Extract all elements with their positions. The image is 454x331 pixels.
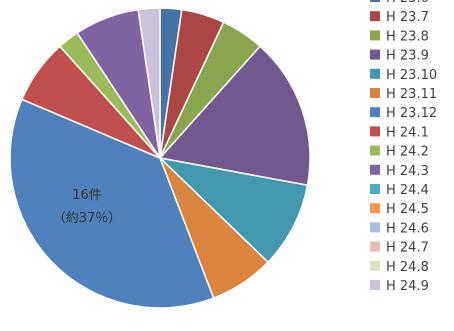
- legend-swatch-1: [370, 11, 380, 22]
- legend-item-14: H 24.8: [370, 260, 429, 275]
- legend-swatch-0: [370, 0, 380, 2]
- legend-label-15: H 24.9: [386, 279, 429, 294]
- legend-label-8: H 24.2: [386, 145, 429, 160]
- legend-label-4: H 23.10: [386, 68, 437, 83]
- legend-swatch-3: [370, 49, 380, 60]
- legend-label-11: H 24.5: [386, 202, 429, 217]
- legend: H 23.6 H 23.7 H 23.8 H 23.9 H 23.10 H 23.11 H …: [370, 0, 437, 294]
- legend-item-8: H 24.2: [370, 145, 429, 160]
- legend-label-2: H 23.8: [386, 29, 429, 44]
- legend-swatch-11: [370, 203, 380, 214]
- legend-swatch-12: [370, 222, 380, 233]
- legend-label-13: H 24.7: [386, 241, 429, 256]
- legend-swatch-8: [370, 145, 380, 156]
- legend-item-0: H 23.6: [370, 0, 429, 6]
- legend-label-5: H 23.11: [386, 87, 437, 102]
- legend-item-6: H 23.12: [370, 106, 437, 121]
- legend-label-1: H 23.7: [386, 10, 429, 25]
- legend-label-10: H 24.4: [386, 183, 429, 198]
- legend-swatch-15: [370, 280, 380, 290]
- legend-swatch-4: [370, 68, 380, 79]
- legend-item-15: H 24.9: [370, 279, 429, 294]
- legend-swatch-14: [370, 260, 380, 271]
- legend-item-11: H 24.5: [370, 202, 429, 217]
- legend-swatch-9: [370, 164, 380, 175]
- legend-swatch-13: [370, 241, 380, 252]
- legend-item-5: H 23.11: [370, 87, 437, 102]
- callout-label: 16件 （約37％）: [53, 188, 122, 226]
- legend-swatch-10: [370, 184, 380, 194]
- legend-label-9: H 24.3: [386, 164, 429, 179]
- legend-label-7: H 24.1: [386, 125, 429, 140]
- legend-item-4: H 23.10: [370, 68, 437, 83]
- legend-label-6: H 23.12: [386, 106, 437, 121]
- pie-slice-15: [137, 7, 161, 159]
- legend-item-10: H 24.4: [370, 183, 429, 198]
- legend-item-13: H 24.7: [370, 241, 429, 256]
- pie-slice-4: [157, 156, 309, 264]
- legend-item-9: H 24.3: [370, 164, 429, 179]
- legend-item-2: H 23.8: [370, 29, 429, 44]
- legend-swatch-2: [370, 30, 380, 41]
- legend-label-0: H 23.6: [386, 0, 429, 6]
- legend-item-3: H 23.9: [370, 49, 429, 64]
- callout-line-1: 16件: [72, 188, 102, 203]
- legend-swatch-7: [370, 126, 380, 137]
- legend-label-3: H 23.9: [386, 49, 429, 64]
- pie-slice-3: [158, 45, 311, 187]
- legend-item-7: H 24.1: [370, 125, 429, 140]
- pie-slice-6: [9, 98, 215, 309]
- callout-line-2: （約37％）: [53, 211, 122, 226]
- legend-label-12: H 24.6: [386, 221, 429, 236]
- legend-item-12: H 24.6: [370, 221, 429, 236]
- legend-swatch-6: [370, 107, 380, 118]
- legend-swatch-5: [370, 88, 380, 98]
- pie-slices: [9, 7, 311, 309]
- legend-label-14: H 24.8: [386, 260, 429, 275]
- legend-item-1: H 23.7: [370, 10, 429, 25]
